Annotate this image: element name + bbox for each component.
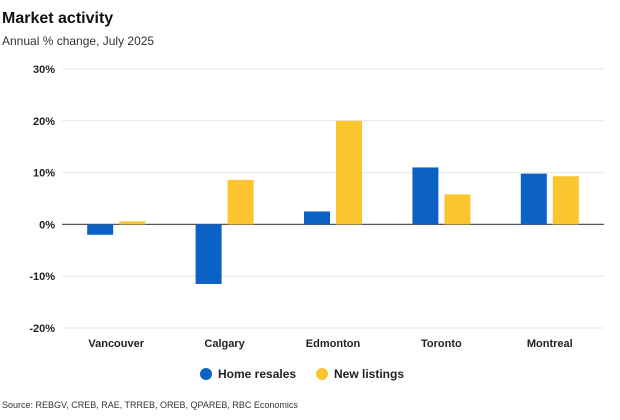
legend-marker-home-resales [200,368,212,380]
legend-label: New listings [334,367,404,381]
bar-home-resales [87,224,114,235]
y-tick-label: 30% [33,64,55,76]
chart-title: Market activity [2,10,114,27]
y-tick-label: 20% [33,116,55,128]
bar-home-resales [520,173,547,225]
source-note: Source: REBGV, CREB, RAE, TRREB, OREB, Q… [2,400,298,410]
bar-new-listings [119,221,146,225]
y-tick-label: -10% [29,271,55,283]
chart-subtitle: Annual % change, July 2025 [2,34,155,48]
bar-new-listings [227,179,254,225]
x-tick-label: Edmonton [306,338,361,350]
y-tick-label: 10% [33,168,55,180]
bar-new-listings [444,194,471,225]
x-tick-label: Vancouver [88,338,144,350]
x-tick-label: Montreal [527,338,573,350]
bar-chart: -20% -10% 0% 10% 20% 30% Vancouver Calgary Edmon… [29,64,604,381]
y-tick-label: 0% [39,219,55,231]
legend-marker-new-listings [316,368,328,380]
y-tick-label: -20% [29,323,55,335]
legend-label: Home resales [218,367,296,381]
bar-home-resales [412,167,439,225]
bar-new-listings [552,176,579,225]
bar-home-resales [195,224,222,284]
bar-home-resales [304,211,330,225]
bar-new-listings [336,120,362,225]
x-tick-label: Toronto [421,338,462,350]
x-tick-label: Calgary [204,338,245,350]
